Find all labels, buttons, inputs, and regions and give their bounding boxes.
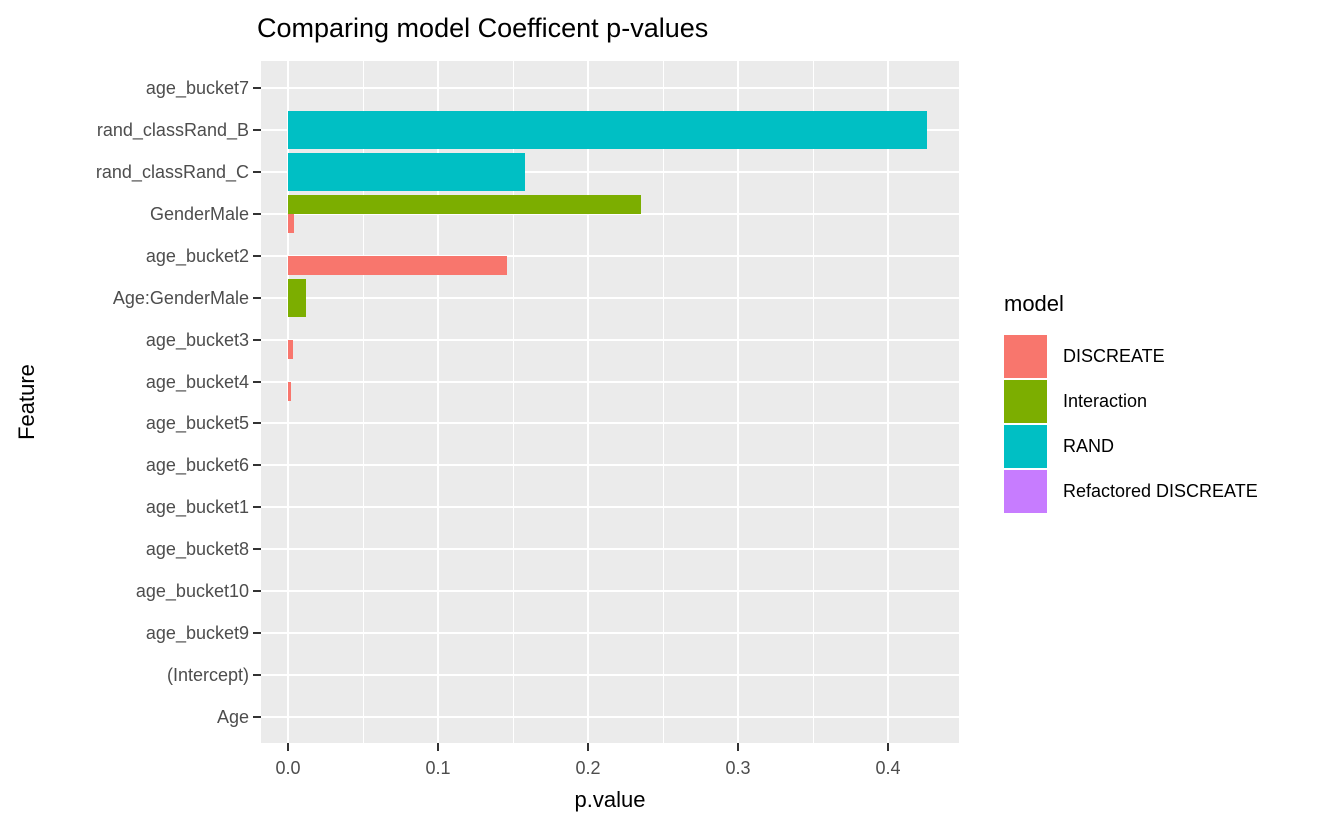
y-tick: [253, 87, 261, 89]
y-tick: [253, 170, 261, 173]
major-gridline: [261, 632, 959, 635]
bar-age_bucket2-DISCREATE: [288, 255, 507, 275]
legend-label: Refactored DISCREATE: [1063, 481, 1258, 501]
y-tick: [253, 128, 261, 131]
chart-title: Comparing model Coefficent p-values: [257, 13, 709, 43]
bar-rand_classRand_B-RAND: [288, 110, 927, 149]
legend-label: Interaction: [1063, 391, 1148, 411]
y-tick: [253, 296, 261, 299]
plot-panel: [261, 61, 959, 743]
minor-gridline: [362, 61, 364, 743]
bar-age_bucket4-DISCREATE: [288, 381, 291, 401]
x-tick: [287, 743, 289, 751]
y-tick: [253, 715, 261, 718]
major-gridline: [261, 590, 959, 593]
major-gridline: [261, 715, 959, 718]
major-gridline: [261, 87, 959, 89]
major-gridline: [261, 380, 959, 383]
major-gridline: [887, 61, 889, 743]
major-gridline: [261, 212, 959, 215]
major-gridline: [261, 506, 959, 509]
y-tick: [253, 338, 261, 341]
minor-gridline: [812, 61, 814, 743]
y-axis-tick-label: age_bucket1: [145, 497, 249, 518]
y-tick: [253, 590, 261, 593]
bar-GenderMale-DISCREATE: [288, 213, 294, 233]
y-tick: [253, 380, 261, 383]
y-axis-tick-label: age_bucket9: [145, 623, 249, 644]
bar-GenderMale-Interaction: [288, 194, 641, 214]
major-gridline: [261, 464, 959, 467]
y-axis-tick-label: Age:GenderMale: [112, 287, 249, 308]
x-axis-tick-label: 0.3: [725, 758, 751, 778]
x-axis-tick-label: 0.4: [875, 758, 901, 778]
legend-swatch-interaction: [1004, 380, 1047, 423]
legend-label: RAND: [1063, 436, 1115, 456]
y-axis-tick-label: rand_classRand_C: [95, 161, 249, 182]
y-axis-tick-label: age_bucket10: [135, 581, 249, 602]
y-axis-tick-label: GenderMale: [149, 203, 249, 224]
bar-Age:GenderMale-Interaction: [288, 278, 306, 317]
major-gridline: [261, 170, 959, 173]
x-axis-tick-label: 0.2: [575, 758, 601, 778]
x-axis-title: p.value: [574, 787, 646, 812]
x-tick: [437, 743, 439, 751]
legend-swatch-discreate: [1004, 335, 1047, 378]
y-tick: [253, 674, 261, 677]
minor-gridline: [662, 61, 664, 743]
bar-rand_classRand_C-RAND: [288, 152, 525, 191]
minor-gridline: [512, 61, 514, 743]
legend-swatch-refactored-discreate: [1004, 470, 1047, 513]
legend-swatch-rand: [1004, 425, 1047, 468]
y-tick: [253, 422, 261, 425]
y-axis-tick-label: age_bucket7: [145, 78, 249, 98]
legend-label: DISCREATE: [1063, 346, 1165, 366]
major-gridline: [261, 422, 959, 425]
major-gridline: [261, 254, 959, 257]
y-axis-tick-label: age_bucket5: [145, 413, 249, 434]
y-axis-title: Feature: [14, 364, 39, 440]
y-axis-tick-label: Age: [216, 706, 249, 727]
major-gridline: [261, 338, 959, 341]
major-gridline: [261, 548, 959, 551]
y-axis-tick-label: (Intercept): [166, 665, 249, 686]
y-axis-tick-label: age_bucket6: [145, 455, 249, 476]
major-gridline: [261, 296, 959, 299]
x-axis-tick-label: 0.1: [425, 758, 451, 778]
x-tick: [737, 743, 739, 751]
major-gridline: [437, 61, 439, 743]
x-tick: [887, 743, 889, 751]
legend-title: model: [1004, 291, 1064, 316]
y-axis-tick-label: age_bucket2: [145, 245, 249, 266]
y-tick: [253, 212, 261, 215]
major-gridline: [587, 61, 589, 743]
bar-age_bucket3-DISCREATE: [288, 339, 293, 359]
y-axis-tick-label: age_bucket8: [145, 539, 249, 560]
x-tick: [587, 743, 589, 751]
y-tick: [253, 632, 261, 635]
y-tick: [253, 254, 261, 257]
y-axis-tick-label: age_bucket3: [145, 329, 249, 350]
x-axis-tick-label: 0.0: [275, 758, 301, 778]
y-tick: [253, 464, 261, 467]
major-gridline: [261, 674, 959, 677]
y-tick: [253, 506, 261, 509]
y-axis-tick-label: age_bucket4: [145, 371, 249, 392]
y-tick: [253, 548, 261, 551]
major-gridline: [287, 61, 289, 743]
major-gridline: [737, 61, 739, 743]
y-axis-tick-label: rand_classRand_B: [96, 119, 249, 140]
